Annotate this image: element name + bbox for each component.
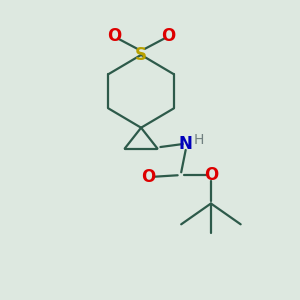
- Text: S: S: [135, 46, 147, 64]
- Text: O: O: [141, 168, 156, 186]
- Text: O: O: [107, 27, 122, 45]
- Text: H: H: [194, 133, 204, 147]
- Text: O: O: [204, 166, 218, 184]
- Text: O: O: [161, 27, 175, 45]
- Text: N: N: [179, 135, 193, 153]
